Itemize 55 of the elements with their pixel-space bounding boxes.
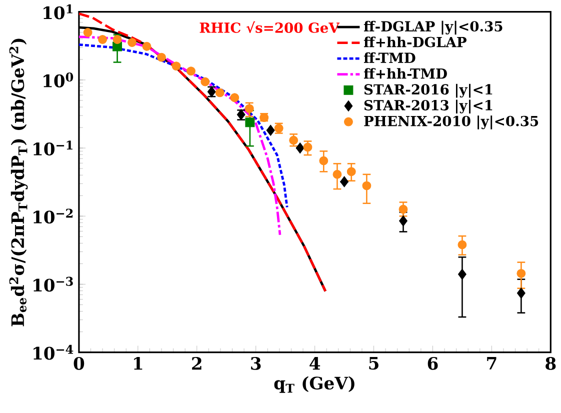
- point: [230, 92, 240, 102]
- x-tick-label: 5: [369, 356, 378, 370]
- x-tick-label: 0: [74, 356, 84, 370]
- point: [346, 166, 356, 176]
- point: [142, 42, 152, 51]
- point: [289, 136, 298, 145]
- point: [200, 77, 210, 86]
- legend-label: PHENIX-2010 |y|<0.35: [364, 115, 538, 130]
- y-tick-label: 10$^{−3}$: [34, 276, 73, 292]
- x-tick-label: 8: [546, 356, 556, 370]
- point: [458, 240, 467, 249]
- x-tick-label: 7: [487, 356, 496, 370]
- point: [98, 34, 108, 44]
- y-tick-label: 10$^{1}$: [44, 4, 72, 20]
- point: [245, 117, 255, 127]
- legend-label: STAR-2016 |y|<1: [364, 84, 492, 98]
- point: [244, 104, 254, 113]
- point: [398, 204, 408, 214]
- x-tick-label: 1: [134, 356, 142, 370]
- point: [399, 215, 408, 226]
- x-tick-label: 6: [428, 356, 438, 370]
- point: [112, 34, 122, 44]
- point: [296, 142, 304, 154]
- y-tick-label: 10$^{0}$: [44, 72, 74, 88]
- x-tick-label: 4: [310, 356, 320, 370]
- x-tick-label: 3: [251, 356, 261, 370]
- annotation: RHIC √s=200 GeV: [200, 21, 340, 33]
- point: [362, 180, 372, 190]
- line-series: [78, 35, 282, 236]
- point: [516, 287, 526, 298]
- y-tick-label: 10$^{−2}$: [34, 208, 73, 224]
- legend-label: ff+hh-TMD: [364, 68, 447, 78]
- x-axis-title: q$_{T}$ (GeV): [274, 376, 354, 393]
- point: [172, 61, 181, 70]
- point: [83, 28, 92, 37]
- point: [157, 52, 166, 62]
- point: [186, 66, 196, 76]
- point: [303, 142, 312, 152]
- y-tick-label: 10$^{−4}$: [34, 344, 74, 360]
- x-tick-label: 2: [192, 356, 202, 370]
- legend-label: ff-DGLAP |y|<0.35: [364, 20, 502, 34]
- point: [458, 268, 466, 280]
- legend-label: ff-TMD: [364, 52, 416, 63]
- legend-label: ff+hh-DGLAP: [364, 36, 466, 48]
- point: [340, 176, 348, 188]
- point: [266, 124, 275, 136]
- y-tick-label: 10$^{−1}$: [34, 140, 72, 156]
- point: [332, 170, 342, 179]
- point: [128, 38, 136, 47]
- legend-label: STAR-2013 |y|<1: [364, 99, 492, 114]
- text: B$_{ee}$d$^{2}$σ/(2πP$_{T}$dydP$_{T}$) (nb/GeV$^{2}$): [9, 38, 28, 326]
- point: [215, 88, 224, 97]
- line-series: [78, 43, 288, 208]
- point: [319, 156, 328, 166]
- point: [516, 268, 526, 278]
